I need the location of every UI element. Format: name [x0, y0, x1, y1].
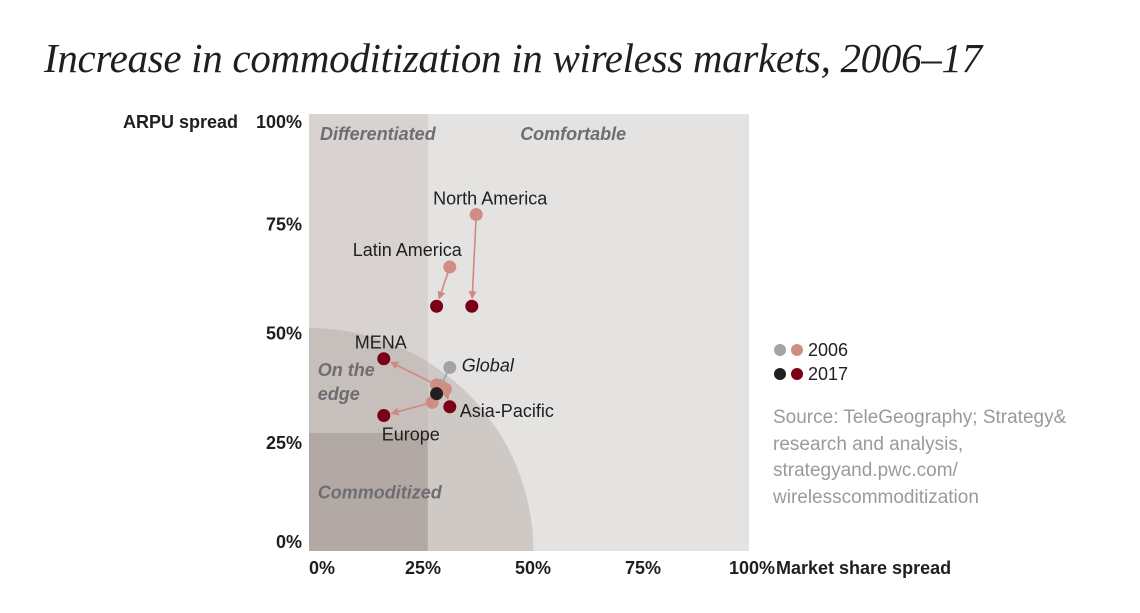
legend-label-2006: 2006	[808, 339, 849, 360]
point-label-mena: MENA	[355, 333, 407, 353]
point-mena-2017	[377, 352, 391, 366]
point-north-america-2006	[469, 208, 483, 222]
point-global-2017	[430, 387, 444, 401]
region-label-on-the-edge: edge	[318, 384, 360, 404]
legend: 2006 2017	[774, 338, 848, 386]
region-label-commoditized: Commoditized	[318, 483, 443, 503]
arrow-latin-america	[437, 271, 449, 300]
x-tick-label: 75%	[625, 558, 661, 578]
chart-title: Increase in commoditization in wireless …	[44, 35, 982, 81]
y-tick-label: 25%	[266, 433, 302, 453]
x-axis-label: Market share spread	[776, 558, 951, 578]
point-latin-america-2006	[443, 260, 457, 274]
legend-item-2017: 2017	[774, 362, 848, 386]
legend-dot-regional-2017	[791, 368, 803, 380]
arrow-europe	[390, 402, 428, 416]
y-tick-label: 0%	[276, 532, 302, 552]
y-tick-label: 75%	[266, 214, 302, 234]
y-tick-label: 100%	[256, 112, 302, 132]
region-commoditized	[309, 433, 428, 551]
point-europe-2017	[377, 409, 391, 423]
point-label-latin-america: Latin America	[353, 240, 463, 260]
point-latin-america-2017	[430, 299, 444, 313]
source-note: Source: TeleGeography; Strategy& researc…	[773, 407, 1067, 508]
arrow-north-america	[468, 219, 477, 300]
point-global-2006	[443, 360, 457, 374]
x-tick-label: 0%	[309, 558, 335, 578]
legend-dot-regional-2006	[791, 344, 803, 356]
point-label-asia-pacific: Asia-Pacific	[460, 401, 554, 421]
legend-item-2006: 2006	[774, 338, 848, 362]
legend-label-2017: 2017	[808, 363, 849, 384]
y-axis-label: ARPU spread	[123, 112, 238, 132]
legend-dot-global-2017	[774, 368, 786, 380]
x-tick-label: 50%	[515, 558, 551, 578]
point-asia-pacific-2017	[443, 400, 457, 414]
arrow-mena	[390, 361, 433, 384]
point-label-europe: Europe	[382, 425, 440, 445]
region-label-on-the-edge: On the	[318, 360, 375, 380]
x-tick-label: 100%	[729, 558, 775, 578]
region-label-differentiated: Differentiated	[320, 124, 437, 144]
x-tick-label: 25%	[405, 558, 441, 578]
region-label-comfortable: Comfortable	[520, 124, 626, 144]
point-label-global: Global	[462, 355, 515, 375]
point-label-north-america: North America	[433, 189, 548, 209]
legend-dot-global-2006	[774, 344, 786, 356]
point-north-america-2017	[465, 299, 479, 313]
y-tick-label: 50%	[266, 324, 302, 344]
